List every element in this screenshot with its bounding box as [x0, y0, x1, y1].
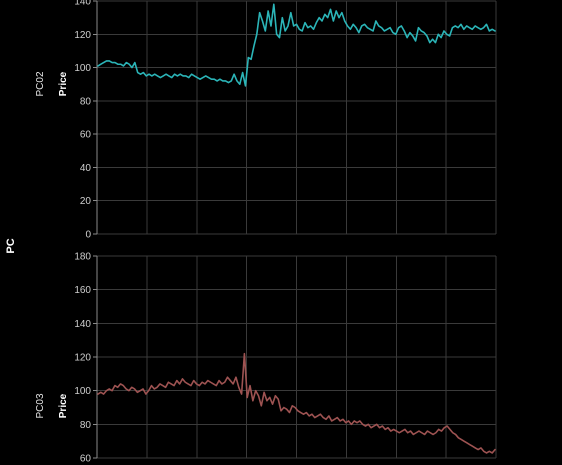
y-tick-label-pc02: 100 — [74, 63, 91, 74]
y-axis-title-pc02: Price — [58, 71, 69, 96]
panel-pc03: PC03 Price 60 80 100 120 140 160 180 — [35, 252, 497, 465]
y-tick-label-pc02: 40 — [80, 163, 92, 174]
y-tick-label-pc02: 20 — [80, 196, 92, 207]
series-line-pc02 — [97, 3, 496, 87]
y-tick-label-pc03: 100 — [74, 386, 91, 397]
y-tick-label-pc02: 60 — [80, 130, 92, 141]
y-tick-label-pc03: 140 — [74, 319, 91, 330]
panel-label-pc02: PC02 — [35, 71, 46, 96]
y-tick-label-pc02: 0 — [85, 230, 91, 241]
y-tick-label-pc02: 120 — [74, 30, 91, 41]
panel-pc02: PC02 Price 0 20 40 60 80 100 120 140 — [35, 0, 497, 241]
y-tick-label-pc03: 180 — [74, 252, 91, 263]
y-tick-label-pc02: 80 — [80, 96, 92, 107]
y-tick-label-pc02: 140 — [74, 0, 91, 8]
y-axis-title-pc03: Price — [58, 393, 69, 418]
panel-label-pc03: PC03 — [35, 393, 46, 418]
y-tick-label-pc03: 60 — [80, 454, 92, 465]
group-axis-title: PC — [5, 238, 17, 253]
series-line-pc03 — [97, 352, 496, 454]
y-tick-label-pc03: 160 — [74, 285, 91, 296]
y-tick-label-pc03: 80 — [80, 420, 92, 431]
y-tick-label-pc03: 120 — [74, 353, 91, 364]
